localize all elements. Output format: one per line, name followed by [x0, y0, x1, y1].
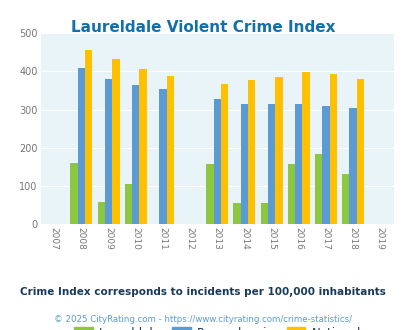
Bar	[220, 84, 228, 224]
Bar	[240, 104, 247, 224]
Bar	[314, 154, 322, 224]
Legend: Laureldale, Pennsylvania, National: Laureldale, Pennsylvania, National	[69, 322, 364, 330]
Bar	[124, 184, 132, 224]
Bar	[97, 202, 104, 224]
Bar	[287, 164, 294, 224]
Bar	[233, 203, 240, 224]
Bar	[267, 104, 275, 224]
Bar	[349, 108, 356, 224]
Bar	[85, 50, 92, 224]
Bar	[206, 164, 213, 224]
Bar	[302, 72, 309, 224]
Bar	[213, 99, 220, 224]
Bar	[166, 76, 173, 224]
Bar	[322, 106, 329, 224]
Bar	[275, 78, 282, 224]
Bar	[77, 68, 85, 224]
Bar	[260, 203, 267, 224]
Bar	[294, 104, 302, 224]
Bar	[132, 85, 139, 224]
Text: Laureldale Violent Crime Index: Laureldale Violent Crime Index	[70, 20, 335, 35]
Bar	[356, 79, 363, 224]
Bar	[341, 174, 349, 224]
Bar	[70, 163, 77, 224]
Bar	[104, 79, 112, 224]
Bar	[329, 74, 336, 224]
Bar	[247, 80, 255, 224]
Bar	[139, 69, 146, 224]
Bar	[159, 89, 166, 224]
Bar	[112, 59, 119, 224]
Text: © 2025 CityRating.com - https://www.cityrating.com/crime-statistics/: © 2025 CityRating.com - https://www.city…	[54, 315, 351, 324]
Text: Crime Index corresponds to incidents per 100,000 inhabitants: Crime Index corresponds to incidents per…	[20, 287, 385, 297]
